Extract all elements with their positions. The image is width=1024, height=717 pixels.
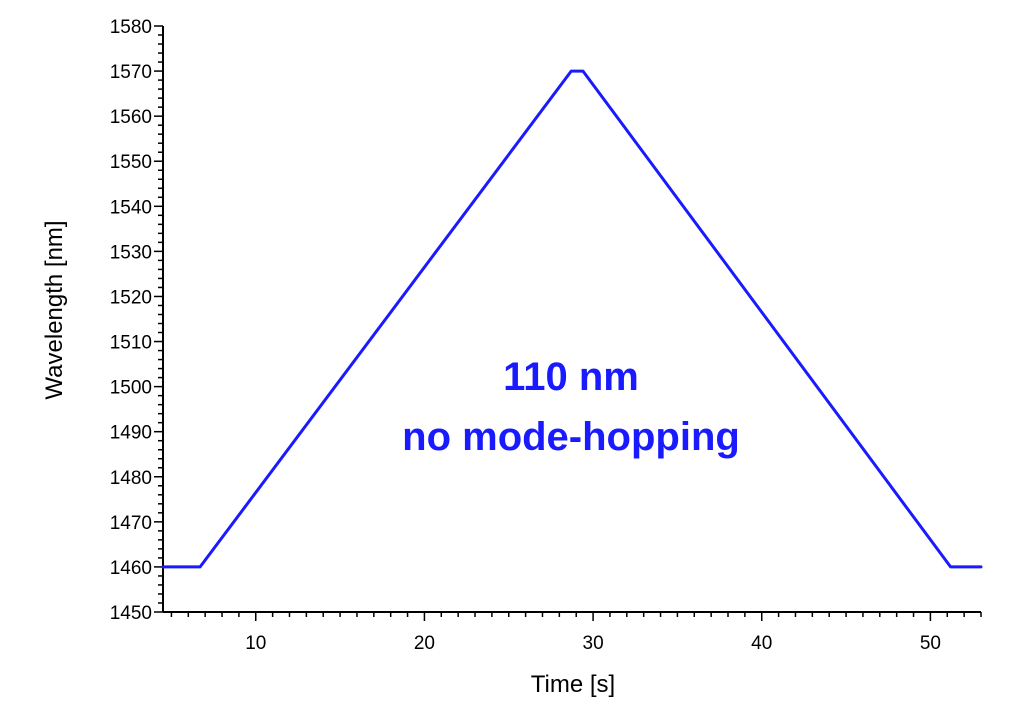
y-tick-label: 1540	[110, 197, 152, 218]
y-tick-label: 1450	[110, 603, 152, 624]
y-tick-label: 1570	[110, 62, 152, 83]
x-tick-label: 50	[920, 633, 941, 654]
y-tick-label: 1500	[110, 378, 152, 399]
tick-labels: 1450 1460 1470 1480 1490 1500 1510 1520 1530 1540…	[110, 17, 941, 654]
x-tick-label: 40	[751, 633, 772, 654]
y-tick-label: 1520	[110, 287, 152, 308]
annotation-range: 110 nm	[503, 355, 639, 399]
y-tick-label: 1470	[110, 513, 152, 534]
y-tick-label: 1580	[110, 17, 152, 38]
x-tick-label: 10	[245, 633, 266, 654]
y-tick-label: 1560	[110, 107, 152, 128]
y-tick-label: 1480	[110, 468, 152, 489]
series-group	[161, 69, 983, 569]
y-tick-label: 1490	[110, 423, 152, 444]
axes	[162, 26, 981, 613]
series-line-0	[161, 69, 983, 569]
x-axis-title: Time [s]	[531, 671, 615, 698]
y-tick-label: 1460	[110, 558, 152, 579]
y-tick-label: 1510	[110, 333, 152, 354]
y-axis-title: Wavelength [nm]	[41, 220, 68, 399]
y-tick-label: 1550	[110, 152, 152, 173]
x-tick-label: 30	[583, 633, 604, 654]
y-tick-label: 1530	[110, 242, 152, 263]
annotation-mode: no mode-hopping	[402, 415, 740, 459]
x-tick-label: 20	[414, 633, 435, 654]
ticks	[154, 25, 982, 621]
